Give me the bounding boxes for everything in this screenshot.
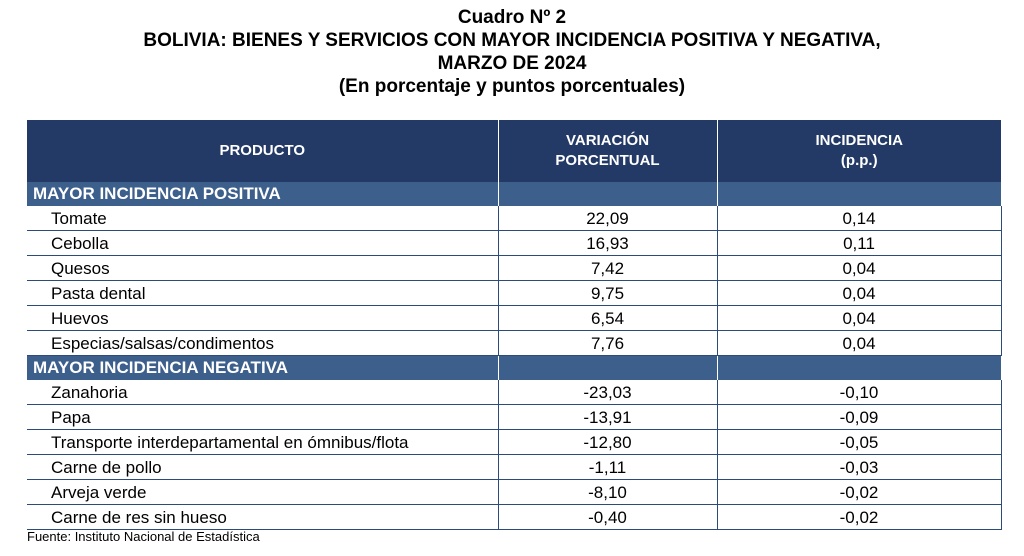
cell-incidencia: -0,03 xyxy=(716,454,1002,480)
table-row: Carne de pollo -1,11 -0,03 xyxy=(27,454,1002,480)
table-number: Cuadro Nº 2 xyxy=(457,7,567,28)
section-positive: MAYOR INCIDENCIA POSITIVA xyxy=(27,182,1001,206)
header-variacion: VARIACIÓN PORCENTUAL xyxy=(497,120,717,182)
table-header-row: PRODUCTO VARIACIÓN PORCENTUAL INCIDENCIA(… xyxy=(27,120,1001,182)
cell-producto: Papa xyxy=(27,404,498,430)
table-row: Especias/salsas/condimentos 7,76 0,04 xyxy=(27,330,1002,356)
table-units: (En porcentaje y puntos porcentuales) xyxy=(338,76,686,97)
cell-variacion: -8,10 xyxy=(497,479,717,505)
cell-producto: Arveja verde xyxy=(27,479,498,505)
cell-producto: Cebolla xyxy=(27,230,498,256)
cell-incidencia: -0,09 xyxy=(716,404,1002,430)
cell-producto: Huevos xyxy=(27,305,498,331)
cell-producto: Especias/salsas/condimentos xyxy=(27,330,498,356)
table-row: Zanahoria -23,03 -0,10 xyxy=(27,380,1002,405)
cell-variacion: -13,91 xyxy=(497,404,717,430)
cell-incidencia: 0,04 xyxy=(716,330,1002,356)
table-title: BOLIVIA: BIENES Y SERVICIOS CON MAYOR IN… xyxy=(143,30,881,51)
cell-variacion: 7,42 xyxy=(497,255,717,281)
cell-variacion: 9,75 xyxy=(497,280,717,306)
cell-incidencia: 0,11 xyxy=(716,230,1002,256)
table-row: Quesos 7,42 0,04 xyxy=(27,255,1002,281)
table-row: Carne de res sin hueso -0,40 -0,02 xyxy=(27,504,1002,530)
table-row: Papa -13,91 -0,09 xyxy=(27,404,1002,430)
cell-incidencia: 0,14 xyxy=(716,206,1002,231)
cell-producto: Zanahoria xyxy=(27,380,498,405)
cell-producto: Quesos xyxy=(27,255,498,281)
table-row: Pasta dental 9,75 0,04 xyxy=(27,280,1002,306)
cell-incidencia: 0,04 xyxy=(716,255,1002,281)
cell-variacion: -0,40 xyxy=(497,504,717,530)
section-negative: MAYOR INCIDENCIA NEGATIVA xyxy=(27,355,1001,380)
cell-incidencia: -0,10 xyxy=(716,380,1002,405)
cell-producto: Pasta dental xyxy=(27,280,498,306)
table-row: Transporte interdepartamental en ómnibus… xyxy=(27,429,1002,455)
cell-variacion: -12,80 xyxy=(497,429,717,455)
cell-producto: Transporte interdepartamental en ómnibus… xyxy=(27,429,498,455)
table-row: Tomate 22,09 0,14 xyxy=(27,206,1002,231)
cell-producto: Carne de pollo xyxy=(27,454,498,480)
table-row: Arveja verde -8,10 -0,02 xyxy=(27,479,1002,505)
cell-variacion: -1,11 xyxy=(497,454,717,480)
cell-producto: Carne de res sin hueso xyxy=(27,504,498,530)
table-row: Cebolla 16,93 0,11 xyxy=(27,230,1002,256)
source-note: Fuente: Instituto Nacional de Estadístic… xyxy=(27,529,260,544)
cell-variacion: -23,03 xyxy=(497,380,717,405)
header-incidencia: INCIDENCIA (p.p.) xyxy=(716,120,1001,182)
table-period: MARZO DE 2024 xyxy=(437,53,587,74)
table-row: Huevos 6,54 0,04 xyxy=(27,305,1002,331)
section-label: MAYOR INCIDENCIA POSITIVA xyxy=(27,182,498,206)
section-label: MAYOR INCIDENCIA NEGATIVA xyxy=(27,355,498,380)
cell-variacion: 6,54 xyxy=(497,305,717,331)
incidence-table: PRODUCTO VARIACIÓN PORCENTUAL INCIDENCIA(… xyxy=(27,120,1002,530)
cell-incidencia: 0,04 xyxy=(716,280,1002,306)
header-producto: PRODUCTO xyxy=(27,120,498,182)
cell-variacion: 16,93 xyxy=(497,230,717,256)
cell-incidencia: -0,02 xyxy=(716,504,1002,530)
cell-incidencia: -0,02 xyxy=(716,479,1002,505)
cell-variacion: 7,76 xyxy=(497,330,717,356)
cell-incidencia: 0,04 xyxy=(716,305,1002,331)
cell-incidencia: -0,05 xyxy=(716,429,1002,455)
cell-producto: Tomate xyxy=(27,206,498,231)
cell-variacion: 22,09 xyxy=(497,206,717,231)
table-title-block: Cuadro Nº 2 BOLIVIA: BIENES Y SERVICIOS … xyxy=(0,6,1024,98)
